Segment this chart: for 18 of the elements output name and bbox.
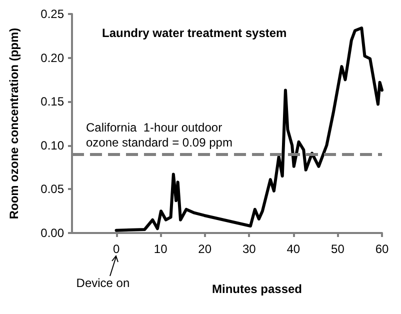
x-tick-label: 40 bbox=[286, 242, 300, 256]
x-tick-label: 60 bbox=[375, 242, 389, 256]
text: Device on bbox=[76, 276, 130, 290]
y-tick-label: 0.10 bbox=[40, 138, 64, 152]
y-tick-label: 0.25 bbox=[40, 7, 64, 21]
x-tick-label: 30 bbox=[242, 242, 256, 256]
x-tick-label: 50 bbox=[331, 242, 345, 256]
y-tick-label: 0.20 bbox=[40, 50, 64, 65]
y-tick-label: 0.05 bbox=[40, 182, 64, 196]
y-axis-title: Room ozone concentration (ppm) bbox=[7, 28, 21, 220]
x-axis-title: Minutes passed bbox=[212, 282, 302, 296]
x-tick-label: 10 bbox=[154, 242, 168, 256]
x-tick-label: 0 bbox=[112, 242, 120, 256]
text: Laundry water treatment system bbox=[102, 26, 287, 40]
ref-line-label: California 1-hour outdoor ozone standard = 0.09 ppm bbox=[86, 120, 232, 150]
y-tick-label: 0.15 bbox=[40, 94, 64, 109]
x-tick-label: 20 bbox=[198, 242, 212, 256]
y-tick-label: 0.00 bbox=[40, 226, 64, 240]
